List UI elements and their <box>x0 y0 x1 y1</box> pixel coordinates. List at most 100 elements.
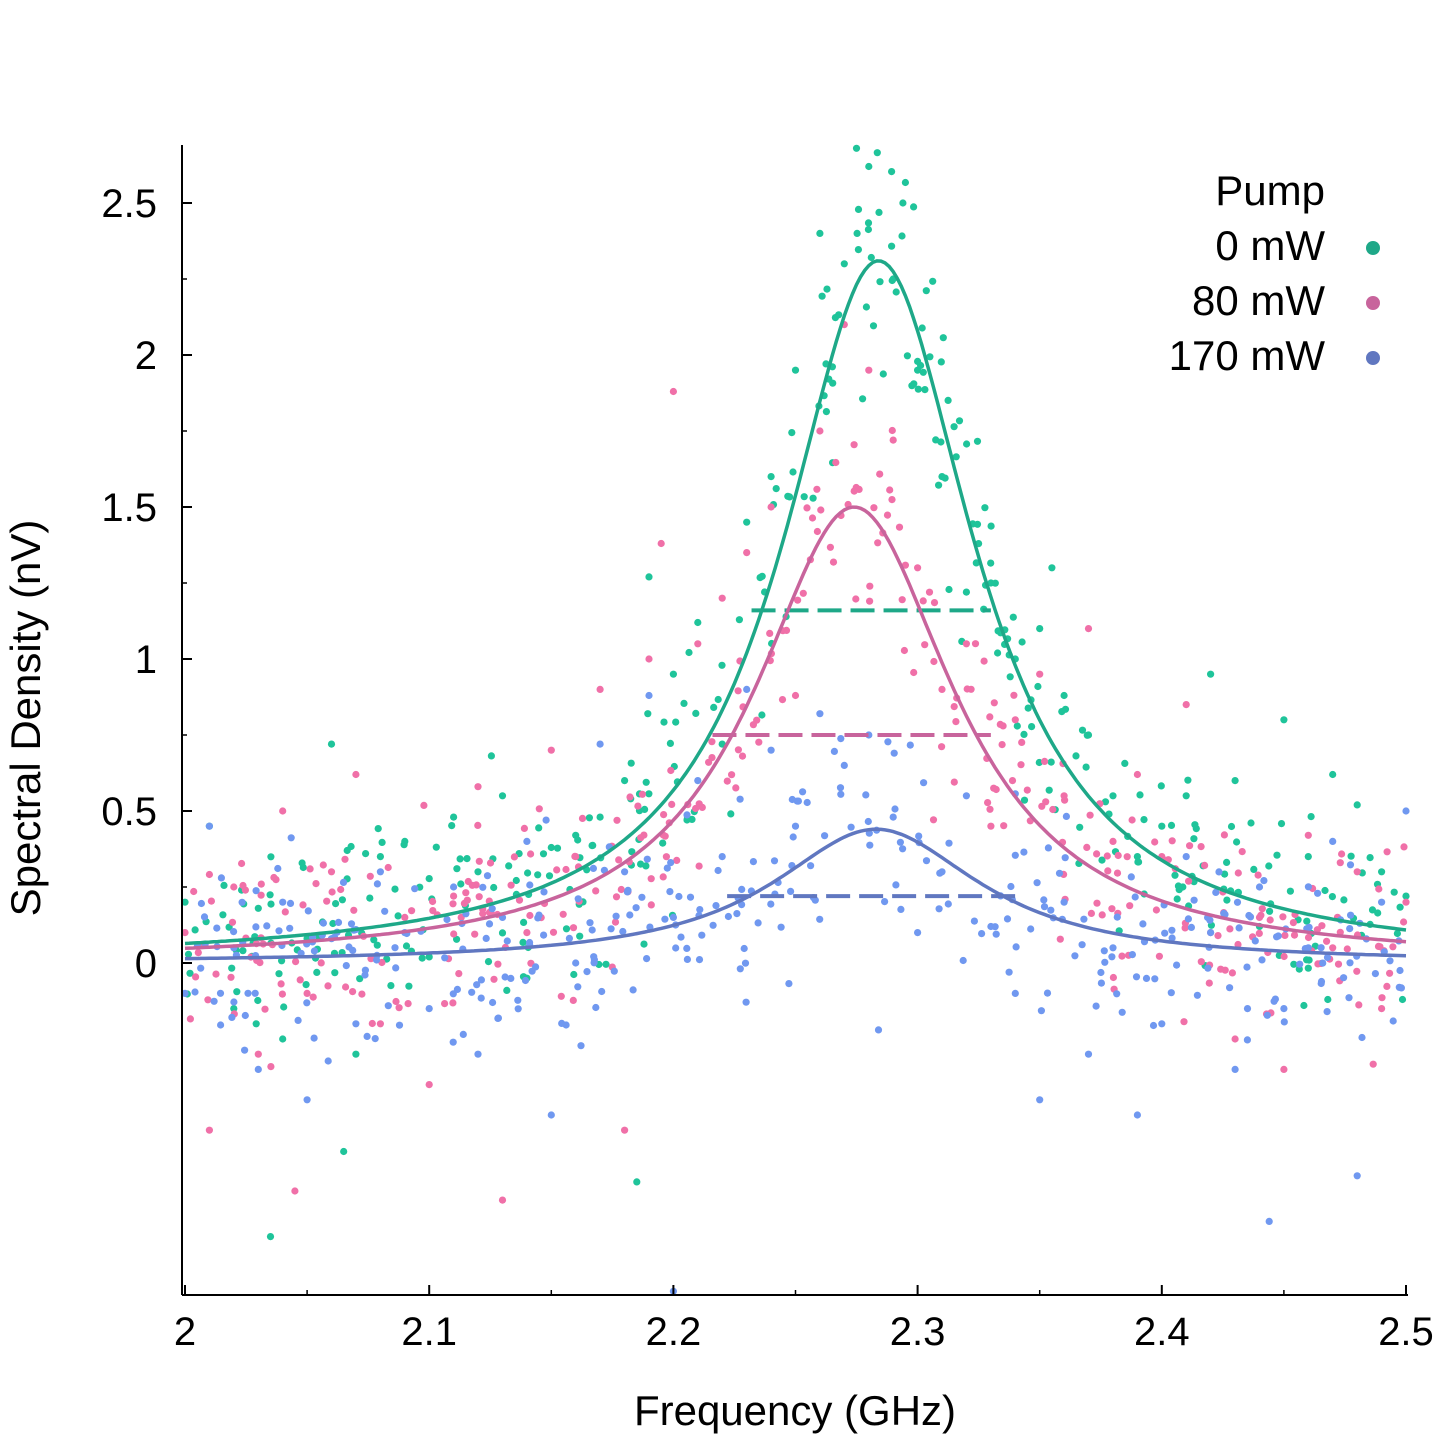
data-point <box>503 937 511 945</box>
data-point <box>510 853 518 861</box>
data-point <box>252 1020 260 1028</box>
data-point <box>1168 926 1176 934</box>
data-point <box>876 278 884 286</box>
data-point <box>337 885 345 894</box>
tick-marks: 2 2.1 2.2 2.3 2.4 2.5 0 0.5 1 1.5 2 2.5 <box>101 182 1433 1354</box>
data-point <box>1168 837 1176 845</box>
data-point <box>327 868 336 876</box>
data-point <box>450 883 458 891</box>
data-point <box>540 888 548 896</box>
data-point <box>962 640 971 648</box>
data-point <box>1371 970 1379 978</box>
data-point <box>349 946 357 955</box>
data-point <box>1113 869 1122 877</box>
data-point <box>789 833 797 841</box>
data-point <box>1174 882 1182 890</box>
data-point <box>973 437 982 445</box>
data-point <box>1072 752 1080 760</box>
data-point <box>890 749 898 757</box>
data-point <box>1234 940 1242 949</box>
data-point <box>1142 974 1151 983</box>
data-point <box>190 887 198 896</box>
data-point <box>621 1126 629 1134</box>
data-point <box>483 872 492 880</box>
data-point <box>818 292 826 300</box>
data-point <box>475 893 483 901</box>
data-point <box>238 898 246 906</box>
data-point <box>1061 796 1069 804</box>
data-point <box>910 380 918 388</box>
data-point <box>1289 919 1297 927</box>
data-point <box>1060 691 1068 700</box>
data-point <box>1353 1172 1361 1180</box>
data-point <box>922 287 930 295</box>
data-point <box>1168 934 1176 942</box>
data-point <box>512 876 520 885</box>
data-point <box>490 883 498 892</box>
data-point <box>661 915 669 923</box>
data-point <box>1378 1005 1386 1013</box>
data-point <box>256 959 264 967</box>
data-point <box>770 857 779 865</box>
data-point <box>950 778 958 786</box>
data-point <box>794 797 803 805</box>
data-point <box>239 947 247 955</box>
data-point <box>1346 959 1354 967</box>
data-point <box>418 954 426 962</box>
data-point <box>1323 937 1331 945</box>
data-point <box>610 967 618 975</box>
data-point <box>914 357 922 365</box>
data-point <box>1167 989 1175 997</box>
data-point <box>1212 888 1220 897</box>
data-point <box>263 922 271 930</box>
data-point <box>1000 822 1008 830</box>
x-tick-label: 2.3 <box>890 1310 946 1354</box>
data-point <box>520 824 529 833</box>
data-point <box>588 926 596 934</box>
data-point <box>735 616 744 624</box>
data-point <box>870 504 878 512</box>
data-point <box>392 964 400 972</box>
data-point <box>1133 1111 1141 1119</box>
data-point <box>1201 861 1209 870</box>
data-point <box>309 993 317 1001</box>
data-point <box>799 589 807 597</box>
legend-label-2: 170 mW <box>1169 332 1326 379</box>
data-point <box>457 880 465 888</box>
data-point <box>903 352 912 360</box>
data-point <box>813 527 822 536</box>
data-point <box>324 982 332 990</box>
data-point <box>319 861 327 869</box>
data-point <box>1024 704 1032 712</box>
data-point <box>266 1233 275 1241</box>
x-tick-label: 2.2 <box>646 1310 702 1354</box>
data-point <box>675 892 683 901</box>
data-point <box>640 940 648 948</box>
data-point <box>1108 953 1116 961</box>
data-point <box>1336 859 1344 867</box>
data-point <box>673 856 681 865</box>
data-point <box>778 696 787 704</box>
data-point <box>767 746 775 754</box>
data-point <box>334 918 343 927</box>
data-point <box>987 559 995 567</box>
data-point <box>1027 925 1035 933</box>
data-point <box>489 998 497 1007</box>
data-point <box>449 999 457 1007</box>
data-point <box>514 996 522 1004</box>
data-point <box>371 1035 379 1043</box>
data-point <box>892 288 900 296</box>
data-point <box>586 919 594 927</box>
data-point <box>772 485 780 493</box>
data-point <box>1011 989 1019 998</box>
data-point <box>534 871 542 879</box>
data-point <box>936 869 944 877</box>
data-point <box>1036 1096 1044 1104</box>
data-point <box>391 885 399 893</box>
data-point <box>987 822 995 830</box>
y-tick-label: 1.5 <box>101 486 157 530</box>
data-point <box>1197 843 1205 851</box>
data-point <box>1389 943 1397 951</box>
data-point <box>663 864 671 872</box>
data-point <box>816 427 824 435</box>
